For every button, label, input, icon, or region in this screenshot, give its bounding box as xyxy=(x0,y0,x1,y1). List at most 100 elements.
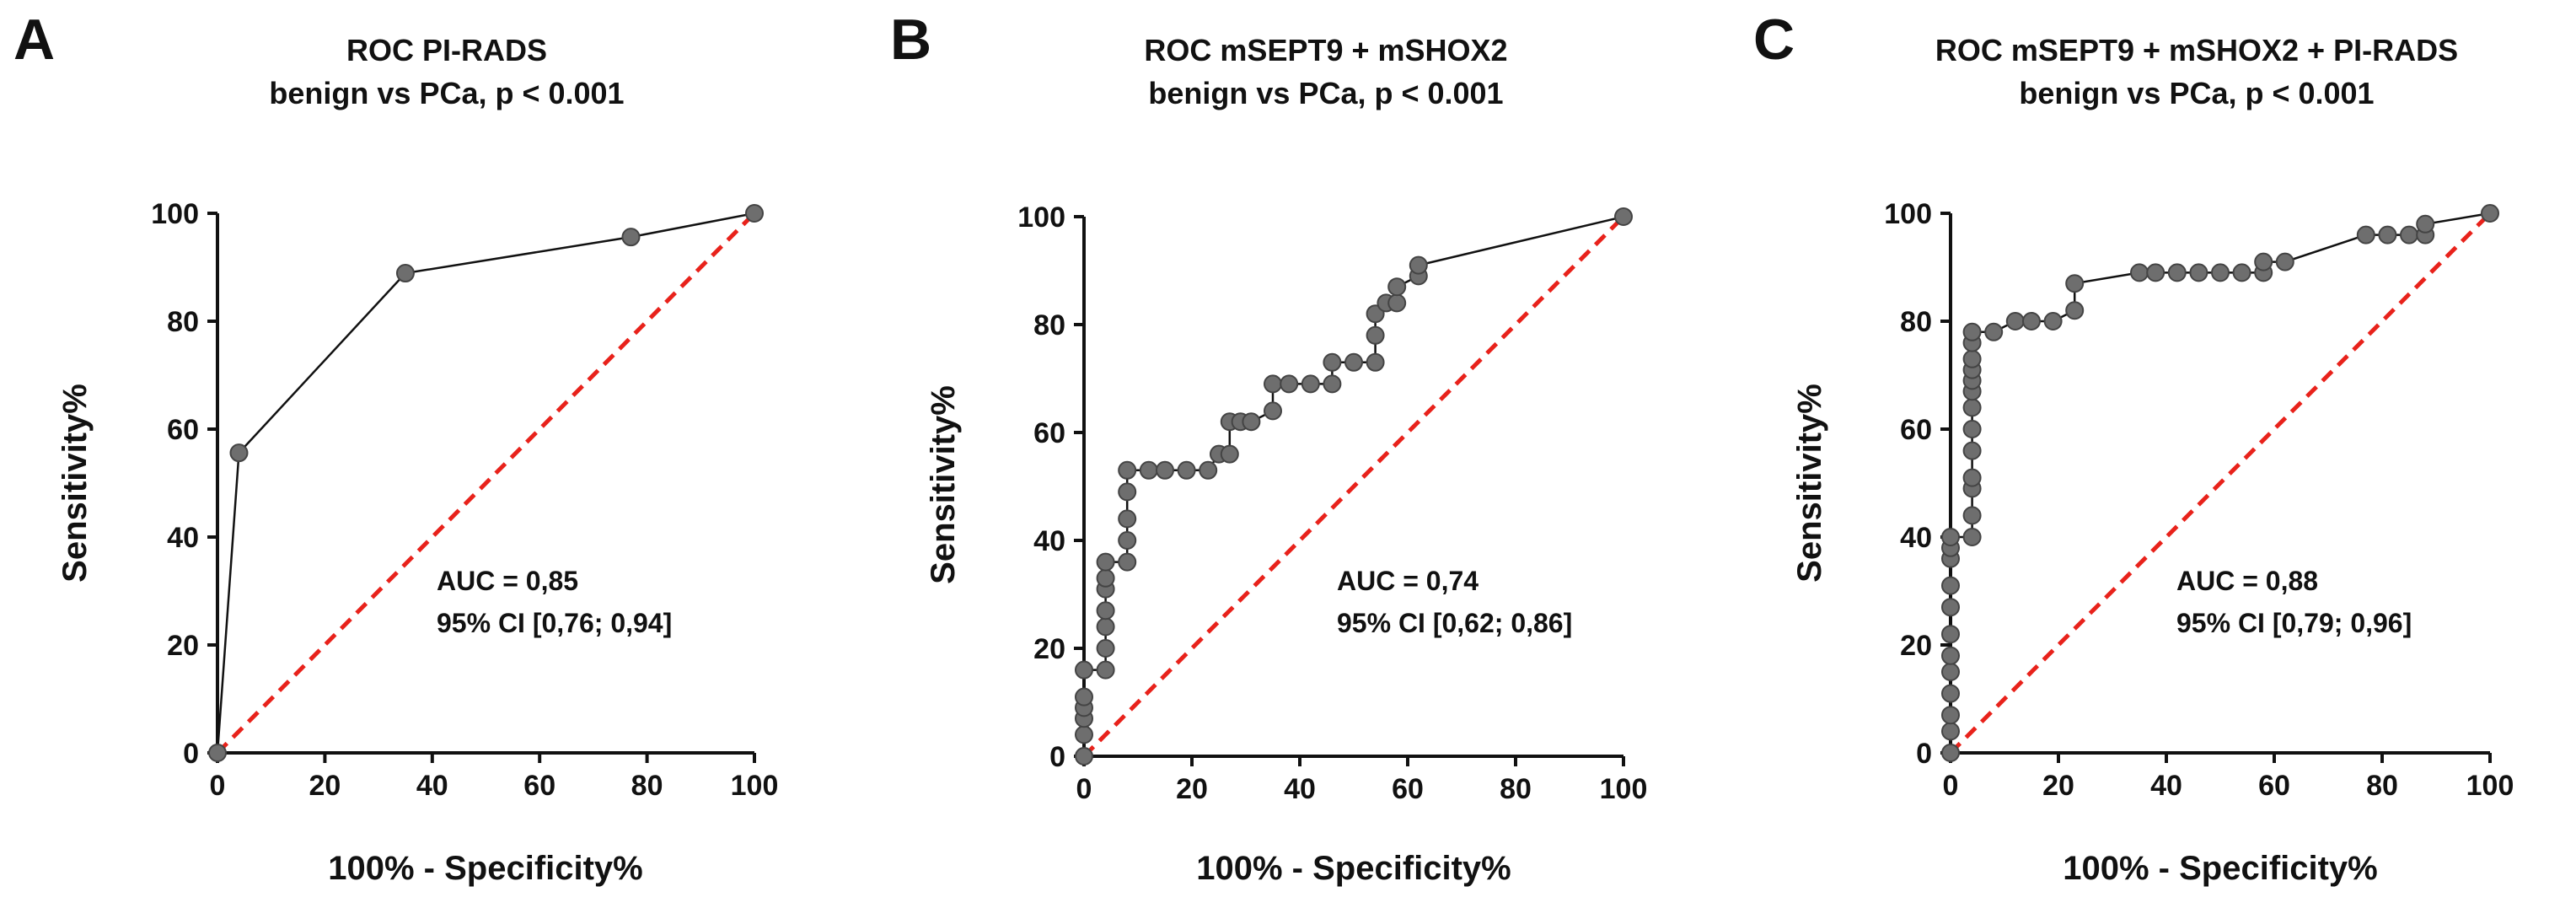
roc-point-c xyxy=(2130,263,2149,282)
roc-point-c xyxy=(2275,252,2294,271)
y-tick-label-c: 0 xyxy=(1916,738,1932,770)
roc-point-c xyxy=(2232,263,2251,282)
x-tick-label-b: 60 xyxy=(1392,773,1424,805)
roc-point-c xyxy=(2022,312,2041,330)
x-tick-label-c: 100 xyxy=(2466,770,2514,802)
reference-line-c xyxy=(1949,212,2492,755)
roc-point-c xyxy=(1962,420,1982,438)
roc-point-b xyxy=(1264,401,1282,421)
roc-point-c xyxy=(2065,274,2085,293)
y-tick-label-a: 100 xyxy=(151,198,199,230)
chart-title-c: ROC mSEPT9 + mSHOX2 + PI-RADS xyxy=(1935,33,2458,67)
roc-point-b xyxy=(1118,482,1137,502)
roc-point-c xyxy=(1962,441,1982,460)
x-tick-label-c: 20 xyxy=(2042,770,2074,802)
plot-area-a: 0 20 40 60 80 100 0 20 40 60 80 100 xyxy=(151,198,778,802)
x-tick-label-a: 100 xyxy=(731,770,779,802)
x-axis-label-c: 100% - Specificity% xyxy=(2063,850,2378,887)
x-tick-label-c: 0 xyxy=(1943,770,1959,802)
roc-point-c xyxy=(1941,625,1960,644)
y-tick-label-b: 100 xyxy=(1017,201,1065,234)
roc-point-b xyxy=(1118,460,1137,480)
roc-point-b xyxy=(1264,374,1282,394)
roc-point-c xyxy=(1962,528,1982,546)
y-tick-label-b: 20 xyxy=(1033,633,1065,665)
panel-c: C ROC mSEPT9 + mSHOX2 + PI-RADS benign v… xyxy=(1753,8,2514,887)
y-tick-label-a: 0 xyxy=(183,738,199,770)
roc-point-c xyxy=(1941,646,1960,665)
roc-point-b xyxy=(1096,601,1115,621)
roc-point-c xyxy=(2378,225,2397,244)
x-axis-label-b: 100% - Specificity% xyxy=(1196,850,1511,887)
roc-point-b xyxy=(1075,725,1093,744)
y-tick-label-c: 100 xyxy=(1884,198,1932,230)
roc-point-c xyxy=(2254,252,2273,271)
roc-point-c xyxy=(1941,744,1960,762)
y-tick-label-b: 60 xyxy=(1033,417,1065,449)
chart-title-a: ROC PI-RADS xyxy=(346,33,547,67)
y-tick-label-c: 20 xyxy=(1900,630,1932,662)
x-tick-label-b: 20 xyxy=(1176,773,1208,805)
chart-subtitle-a: benign vs PCa, p < 0.001 xyxy=(269,76,624,110)
x-tick-label-a: 0 xyxy=(210,770,226,802)
roc-point-b xyxy=(1118,552,1137,572)
roc-point-a xyxy=(208,744,227,762)
auc-label-b: AUC = 0,74 xyxy=(1337,566,1479,596)
x-tick-label-b: 40 xyxy=(1284,773,1316,805)
y-tick-label-b: 0 xyxy=(1049,741,1065,773)
reference-line-b xyxy=(1082,215,1625,758)
x-tick-label-a: 40 xyxy=(416,770,448,802)
roc-point-b xyxy=(1096,617,1115,637)
roc-point-b xyxy=(1614,207,1633,226)
roc-point-c xyxy=(1941,722,1960,741)
panel-b: B ROC mSEPT9 + mSHOX2 benign vs PCa, p <… xyxy=(890,8,1647,887)
roc-point-c xyxy=(1941,706,1960,725)
y-axis-label-b: Sensitivity% xyxy=(925,385,962,584)
plot-area-c: 0 20 40 60 80 100 0 20 40 60 80 100 xyxy=(1884,198,2514,802)
y-tick-label-a: 60 xyxy=(167,414,199,446)
auc-label-c: AUC = 0,88 xyxy=(2176,566,2318,596)
reference-line-a xyxy=(216,212,756,755)
roc-point-b xyxy=(1366,325,1385,345)
roc-point-c xyxy=(1962,349,1982,368)
panel-letter-a: A xyxy=(13,8,55,72)
roc-point-c xyxy=(2400,225,2418,244)
roc-point-c xyxy=(1941,528,1960,546)
y-tick-label-b: 80 xyxy=(1033,309,1065,341)
y-tick-label-c: 40 xyxy=(1900,522,1932,554)
x-tick-label-a: 80 xyxy=(631,770,663,802)
roc-point-c xyxy=(1941,598,1960,617)
x-tick-label-a: 60 xyxy=(523,770,555,802)
x-tick-label-b: 100 xyxy=(1600,773,1648,805)
roc-point-a xyxy=(395,264,415,283)
roc-point-b xyxy=(1096,639,1115,658)
roc-point-b xyxy=(1344,352,1363,372)
roc-point-c xyxy=(1962,468,1982,487)
y-tick-label-a: 20 xyxy=(167,630,199,662)
x-tick-label-c: 80 xyxy=(2366,770,2398,802)
roc-point-a xyxy=(229,443,249,463)
roc-point-c xyxy=(2189,263,2208,282)
roc-point-c xyxy=(2211,263,2230,282)
panel-letter-b: B xyxy=(890,8,931,72)
roc-point-c xyxy=(2416,214,2435,234)
y-axis-label-c: Sensitivity% xyxy=(1791,384,1828,583)
roc-point-b xyxy=(1118,509,1137,529)
panel-a: A ROC PI-RADS benign vs PCa, p < 0.001 0… xyxy=(13,8,778,887)
roc-point-b xyxy=(1280,374,1299,394)
y-tick-label-c: 60 xyxy=(1900,414,1932,446)
roc-point-b xyxy=(1096,568,1115,588)
roc-point-c xyxy=(1962,322,1982,341)
y-tick-label-c: 80 xyxy=(1900,306,1932,338)
x-tick-label-a: 20 xyxy=(309,770,341,802)
roc-point-b xyxy=(1075,687,1093,707)
ci-label-a: 95% CI [0,76; 0,94] xyxy=(437,608,672,638)
roc-point-b xyxy=(1301,374,1320,394)
ci-label-c: 95% CI [0,79; 0,96] xyxy=(2176,608,2412,638)
roc-point-c xyxy=(2481,204,2499,223)
roc-point-b xyxy=(1242,412,1261,432)
roc-point-c xyxy=(1962,398,1982,417)
roc-point-c xyxy=(2356,225,2375,244)
roc-point-b xyxy=(1366,352,1385,372)
